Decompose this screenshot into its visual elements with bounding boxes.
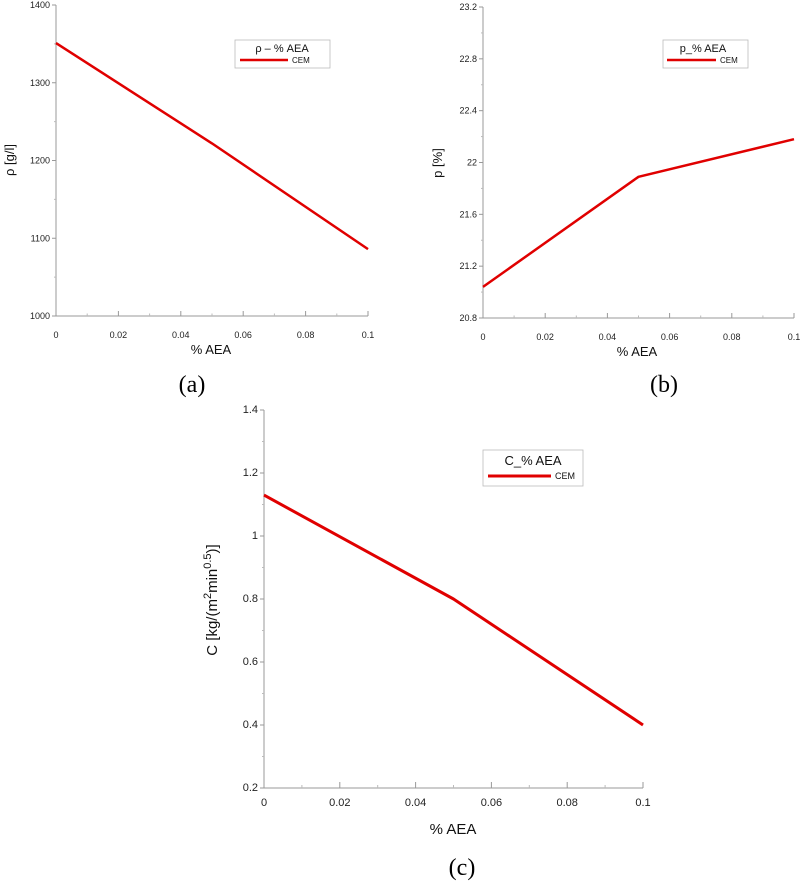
legend-a: ρ – % AEA CEM (234, 39, 331, 69)
x-axis-title-a: % AEA (191, 342, 232, 357)
y-tick-label: 0.2 (243, 782, 258, 794)
x-tick-label: 0.06 (234, 330, 252, 340)
y-axis-title-c-sup1: 2 (202, 593, 214, 599)
y-tick-label: 1.2 (243, 467, 258, 479)
y-tick-label: 22 (467, 158, 477, 168)
x-tick-label: 0.06 (661, 332, 679, 342)
legend-b: p_% AEA CEM (662, 39, 749, 69)
x-tick-label: 0.08 (723, 332, 741, 342)
y-tick-label: 1300 (30, 78, 50, 88)
y-tick-label: 22.4 (459, 106, 477, 116)
series-line-cem (263, 493, 644, 727)
y-axis-title-c-part1: C [kg/(m (204, 599, 221, 656)
panel-label-c: (c) (449, 855, 476, 881)
y-tick-label: 1100 (31, 233, 50, 243)
panel-label-a: (a) (179, 372, 206, 398)
legend-entry-a: CEM (292, 56, 310, 65)
x-tick-label: 0 (53, 330, 58, 340)
chart-panel-b: 20.8 21.2 21.6 22 22.4 22.8 23.2 0 0.02 0.04 0.06… (430, 2, 800, 398)
chart-panel-c: 0.2 0.4 0.6 0.8 1 1.2 1.4 0 0.02 0.04 0.06 0.08 0.1… (202, 404, 651, 881)
panel-label-b: (b) (650, 372, 678, 398)
y-tick-label: 0.4 (243, 719, 258, 731)
x-axis-title-c: % AEA (430, 821, 477, 838)
y-tick-label: 21.2 (459, 261, 477, 271)
y-axis-title-c-part2: min (204, 569, 221, 593)
x-tick-label: 0.04 (172, 330, 190, 340)
x-tick-label: 0.02 (329, 797, 350, 809)
x-tick-label: 0.1 (635, 797, 650, 809)
x-tick-label: 0.04 (599, 332, 617, 342)
y-tick-label: 1400 (30, 0, 50, 10)
chart-panel-a: 1000 1100 1200 1300 1400 0 0.02 0.04 0.06 0.08 0.… (2, 0, 374, 398)
x-tick-label: 0.08 (297, 330, 315, 340)
x-tick-label: 0.02 (536, 332, 554, 342)
x-axis-title-b: % AEA (617, 344, 658, 359)
x-tick-label: 0.06 (481, 797, 502, 809)
y-tick-label: 23.2 (459, 2, 477, 12)
y-tick-label: 1.4 (243, 404, 258, 416)
y-tick-label: 1000 (30, 311, 50, 321)
legend-entry-c: CEM (555, 471, 575, 481)
legend-box-b (662, 39, 749, 69)
y-tick-label: 1 (252, 530, 258, 542)
series-line-cem (482, 137, 795, 288)
legend-box-a (234, 39, 331, 69)
legend-entry-b: CEM (720, 56, 738, 65)
x-tick-label: 0.1 (788, 332, 800, 342)
x-tick-label: 0 (480, 332, 485, 342)
legend-box-c (482, 449, 584, 487)
y-axis-title-c-part3: )] (204, 544, 221, 553)
y-axis-title-c-sup2: 0.5 (202, 553, 214, 568)
x-ticks-c: 0 0.02 0.04 0.06 0.08 0.1 (261, 782, 651, 809)
y-tick-label: 22.8 (459, 54, 477, 64)
x-tick-label: 0.04 (405, 797, 426, 809)
y-tick-label: 20.8 (459, 313, 477, 323)
legend-title-c: C_% AEA (504, 453, 561, 468)
y-tick-label: 21.6 (459, 209, 477, 219)
y-tick-label: 0.6 (243, 656, 258, 668)
series-a (55, 42, 369, 251)
y-tick-label: 0.8 (243, 593, 258, 605)
y-axis-title-c: C [kg/(m2min0.5)] (202, 544, 221, 655)
x-tick-label: 0 (261, 797, 267, 809)
series-line-cem (55, 42, 369, 251)
x-tick-label: 0.08 (556, 797, 577, 809)
legend-title-a: ρ – % AEA (255, 43, 309, 55)
legend-c: C_% AEA CEM (482, 449, 584, 487)
y-tick-label: 1200 (30, 156, 50, 166)
legend-title-b: p_% AEA (680, 43, 727, 55)
y-ticks-b: 20.8 21.2 21.6 22 22.4 22.8 23.2 (459, 2, 483, 323)
y-axis-title-a: ρ [g/l] (2, 144, 17, 176)
y-ticks-a: 1000 1100 1200 1300 1400 (30, 0, 56, 321)
x-ticks-a: 0 0.02 0.04 0.06 0.08 0.1 (53, 311, 374, 340)
series-c (263, 493, 644, 727)
x-ticks-b: 0 0.02 0.04 0.06 0.08 0.1 (480, 313, 800, 342)
y-axis-title-b: p [%] (430, 148, 445, 178)
x-tick-label: 0.1 (362, 330, 375, 340)
x-tick-label: 0.02 (110, 330, 128, 340)
series-b (482, 137, 795, 288)
y-ticks-c: 0.2 0.4 0.6 0.8 1 1.2 1.4 (243, 404, 264, 794)
